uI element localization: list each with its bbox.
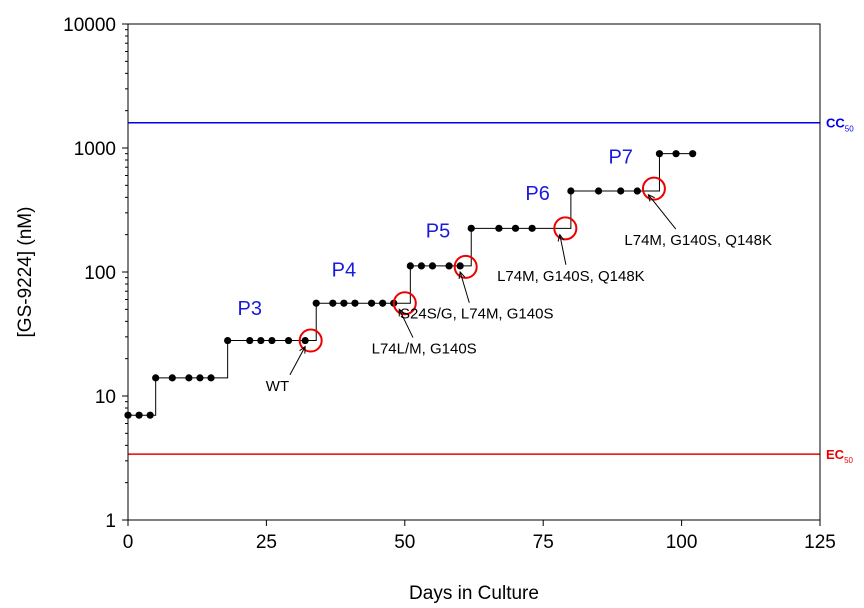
data-point: [146, 411, 154, 419]
axes: 0 25 50 75 100 125 1 10 100 1000 10000: [63, 15, 836, 553]
data-point: [268, 336, 276, 345]
annotation-3: L74M, G140S, Q148K: [497, 268, 645, 285]
x-tick-label-1: 25: [256, 532, 277, 553]
y-tick-label-3: 1000: [74, 139, 116, 160]
annotation-0: WT: [266, 378, 289, 395]
data-point: [594, 187, 603, 195]
data-point: [185, 374, 193, 382]
annotation-arrow-1: [398, 309, 414, 338]
data-point: [351, 299, 359, 307]
data-point: [445, 262, 453, 270]
data-point: [257, 336, 265, 345]
passage-label-3: P6: [525, 183, 549, 205]
data-point: [467, 224, 475, 232]
mutation-circle-1: [392, 291, 417, 316]
y-axis-title: [GS-9224] (nM): [15, 207, 36, 338]
y-tick-label-4: 10000: [63, 15, 116, 36]
annotation-arrowhead-0: [299, 345, 306, 354]
annotation-2: S24S/G, L74M, G140S: [400, 306, 553, 323]
data-point: [168, 374, 176, 382]
mutation-circle-2: [453, 254, 478, 279]
passage-label-1: P4: [332, 259, 356, 281]
data-series: [124, 150, 697, 419]
data-point: [495, 224, 503, 232]
passage-label-0: P3: [238, 298, 262, 320]
data-point: [329, 299, 337, 307]
data-point: [417, 262, 426, 270]
data-point: [367, 299, 376, 307]
annotations: WT L74L/M, G140S S24S/G, L74M, G140S L74M, …: [266, 193, 772, 395]
data-point: [246, 336, 254, 345]
mutation-circles: [298, 176, 666, 353]
x-tick-label-0: 0: [123, 532, 134, 553]
data-point: [456, 262, 464, 270]
x-tick-label-4: 100: [666, 532, 698, 553]
passage-label-2: P5: [426, 220, 450, 242]
data-point: [224, 336, 232, 345]
y-tick-label-0: 1: [105, 511, 116, 532]
data-point: [312, 299, 320, 307]
data-point: [406, 262, 414, 270]
x-axis-title: Days in Culture: [409, 583, 539, 604]
data-point: [152, 374, 160, 382]
annotation-arrow-0: [289, 346, 306, 376]
annotation-arrowhead-2: [458, 270, 466, 279]
data-point: [567, 187, 575, 195]
data-point: [428, 262, 437, 270]
data-point: [340, 299, 348, 307]
data-point: [284, 336, 293, 345]
annotation-arrowhead-1: [398, 308, 406, 317]
data-point: [617, 187, 625, 195]
x-tick-label-2: 50: [394, 532, 415, 553]
data-point: [207, 374, 215, 382]
y-tick-label-1: 10: [95, 387, 116, 408]
data-point: [379, 299, 387, 307]
data-point: [528, 224, 536, 232]
mutation-circle-3: [553, 216, 578, 241]
annotation-4: L74M, G140S, Q148K: [624, 232, 772, 249]
annotation-arrow-3: [559, 234, 567, 265]
data-point: [301, 336, 309, 345]
data-point: [196, 374, 204, 382]
annotation-arrow-4: [647, 194, 677, 230]
data-point: [655, 150, 664, 158]
mutation-circle-4: [641, 176, 666, 201]
data-point: [135, 411, 143, 419]
data-point: [633, 187, 641, 195]
annotation-arrowhead-3: [557, 233, 565, 242]
data-point: [511, 224, 520, 232]
data-point: [672, 150, 680, 158]
annotation-arrowhead-4: [647, 193, 655, 202]
x-tick-label-3: 75: [533, 532, 554, 553]
passage-labels: P3 P4 P5 P6 P7: [238, 146, 633, 320]
annotation-1: L74L/M, G140S: [372, 341, 477, 358]
passage-label-4: P7: [608, 146, 632, 168]
mutation-circle-0: [298, 328, 323, 353]
data-point: [689, 150, 697, 158]
y-tick-label-2: 100: [84, 263, 116, 284]
annotation-arrow-2: [459, 271, 470, 303]
x-tick-label-5: 125: [804, 532, 836, 553]
